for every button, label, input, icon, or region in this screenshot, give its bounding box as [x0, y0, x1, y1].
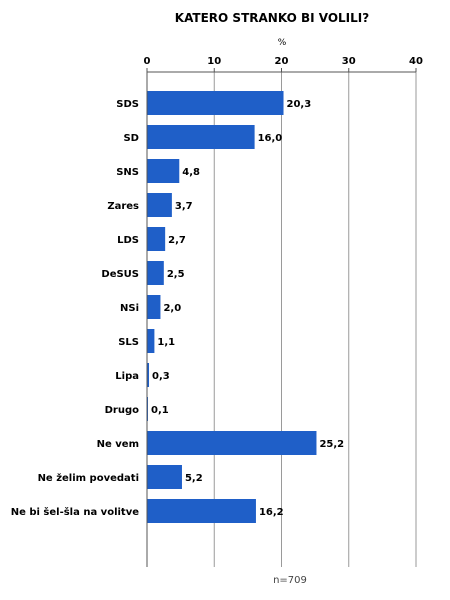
tick-label: 10 [207, 56, 221, 67]
data-label: 2,0 [163, 303, 181, 314]
category-label: Ne vem [97, 439, 139, 450]
category-label: LDS [117, 235, 139, 246]
category-label: SDS [116, 99, 139, 110]
data-label: 16,0 [258, 133, 283, 144]
unit-label: % [278, 38, 287, 48]
data-label: 0,3 [152, 371, 170, 382]
bar [147, 499, 256, 523]
bar [147, 261, 164, 285]
bar [147, 363, 150, 387]
bars [147, 91, 317, 523]
category-label: NSi [120, 303, 139, 314]
data-label: 1,1 [157, 337, 175, 348]
category-labels: SDS SD SNS Zares LDS DeSUS NSi SLS Lipa Drugo Ne v… [11, 99, 140, 518]
bar [147, 159, 180, 183]
bar [147, 227, 166, 251]
value-labels: 20,3 16,0 4,8 3,7 2,7 2,5 2,0 1,1 0,3 0,1 25,2 5,2 1… [151, 99, 344, 518]
bar [147, 295, 161, 319]
data-label: 0,1 [151, 405, 169, 416]
x-axis-ticks: 0 10 20 30 40 [144, 56, 423, 72]
bar [147, 193, 172, 217]
category-label: SD [123, 133, 139, 144]
category-label: Lipa [115, 371, 139, 382]
category-label: Drugo [105, 405, 140, 416]
data-label: 4,8 [182, 167, 200, 178]
bar [147, 329, 155, 353]
bar [147, 465, 182, 489]
category-label: DeSUS [101, 269, 139, 280]
gridlines [213, 72, 417, 567]
bar [147, 91, 284, 115]
data-label: 3,7 [175, 201, 193, 212]
tick-label: 40 [409, 56, 423, 67]
category-label: Ne bi šel-šla na volitve [11, 506, 140, 518]
data-label: 20,3 [287, 99, 312, 110]
footnote: n=709 [273, 575, 307, 586]
data-label: 5,2 [185, 473, 203, 484]
data-label: 2,7 [168, 235, 186, 246]
bar [147, 431, 317, 455]
category-label: Ne želim povedati [38, 472, 139, 484]
chart-title: KATERO STRANKO BI VOLILI? [175, 11, 369, 25]
tick-label: 0 [144, 56, 151, 67]
category-label: Zares [107, 201, 139, 212]
tick-label: 30 [342, 56, 356, 67]
data-label: 25,2 [319, 439, 344, 450]
tick-label: 20 [275, 56, 289, 67]
data-label: 16,2 [259, 507, 284, 518]
category-label: SNS [116, 167, 139, 178]
data-label: 2,5 [167, 269, 185, 280]
bar [147, 125, 255, 149]
category-label: SLS [118, 337, 139, 348]
